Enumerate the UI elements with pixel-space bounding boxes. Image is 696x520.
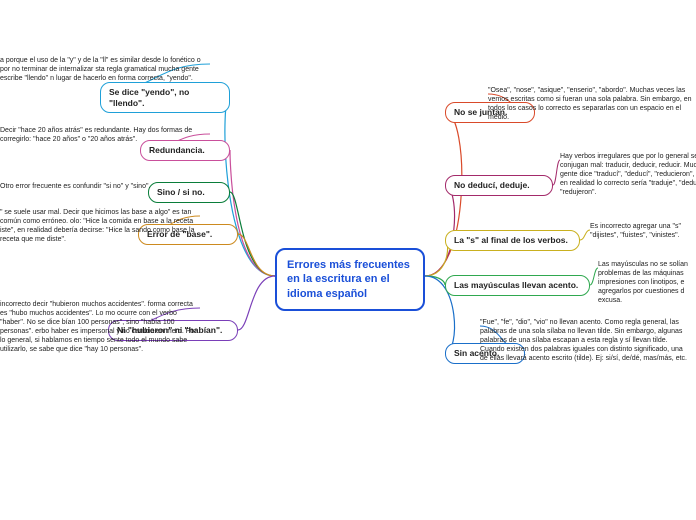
desc-deduje: Hay verbos irregulares que por lo genera… [560,152,696,197]
center-topic[interactable]: Errores más frecuentes en la escritura e… [275,248,425,311]
desc-yendo: a porque el uso de la "y" y de la "ll" e… [0,56,210,83]
desc-base: " se suele usar mal. Decir que hicimos l… [0,208,200,244]
desc-mayus: Las mayúsculas no se solían problemas de… [598,260,696,305]
desc-nojuntan: "Osea", "nose", "asique", "enserio", "ab… [488,86,693,122]
desc-redundancia: Decir "hace 20 años atrás" es redundante… [0,126,210,144]
desc-sfinal: Es incorrecto agregar una "s" "dijistes"… [590,222,696,240]
branch-deduje[interactable]: No deducí, deduje. [445,175,553,196]
desc-sinacento: "Fue", "fe", "dio", "vio" no llevan acen… [480,318,690,363]
branch-sfinal[interactable]: La "s" al final de los verbos. [445,230,580,251]
desc-hubieron: incorrecto decir "hubieron muchos accide… [0,300,200,355]
branch-yendo[interactable]: Se dice "yendo", no "llendo". [100,82,230,113]
desc-sino: Otro error frecuente es confundir "si no… [0,182,200,191]
branch-mayus[interactable]: Las mayúsculas llevan acento. [445,275,590,296]
